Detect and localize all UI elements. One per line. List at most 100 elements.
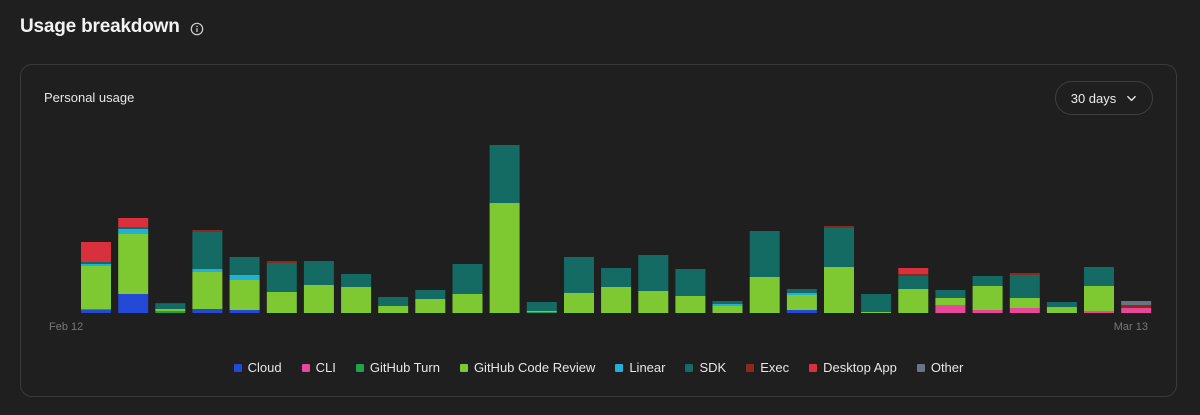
chart-legend: Cloud CLI GitHub Turn GitHub Code Review Lin…	[21, 360, 1176, 375]
bar-segment-sdk[interactable]	[749, 231, 780, 277]
bar-segment-sdk[interactable]	[192, 232, 223, 269]
bar-segment-desktop-app[interactable]	[118, 218, 149, 227]
bar-segment-sdk[interactable]	[155, 304, 186, 309]
legend-item-github-turn[interactable]: GitHub Turn	[355, 360, 440, 375]
bar-segment-github-code-review[interactable]	[489, 203, 520, 313]
bar-segment-github-turn[interactable]	[526, 312, 557, 313]
bar-segment-sdk[interactable]	[601, 268, 632, 287]
bar-segment-exec[interactable]	[1121, 305, 1152, 308]
bar-segment-github-code-review[interactable]	[81, 266, 111, 309]
bar-segment-sdk[interactable]	[935, 290, 966, 298]
bar-segment-exec[interactable]	[155, 303, 186, 304]
bar-segment-exec[interactable]	[824, 226, 854, 228]
bar-segment-other[interactable]	[1121, 301, 1152, 305]
bar-segment-github-code-review[interactable]	[935, 298, 966, 305]
bar-segment-linear[interactable]	[118, 229, 149, 234]
bar-segment-sdk[interactable]	[564, 257, 594, 293]
bar-segment-github-code-review[interactable]	[972, 286, 1003, 310]
bar-segment-sdk[interactable]	[489, 145, 520, 203]
legend-item-cli[interactable]: CLI	[301, 360, 336, 375]
bar-segment-sdk[interactable]	[824, 228, 854, 267]
bar-segment-cli[interactable]	[1009, 308, 1040, 313]
bar-segment-cloud[interactable]	[786, 310, 817, 313]
bar-segment-exec[interactable]	[898, 274, 929, 276]
bar-segment-exec[interactable]	[1009, 273, 1040, 275]
legend-item-github-code-review[interactable]: GitHub Code Review	[459, 360, 595, 375]
bar-segment-sdk[interactable]	[1046, 302, 1077, 307]
bar-segment-github-code-review[interactable]	[378, 306, 409, 313]
bar-segment-cli[interactable]	[1084, 311, 1114, 313]
bar-segment-linear[interactable]	[192, 269, 223, 272]
bar-segment-sdk[interactable]	[712, 301, 743, 304]
bar-segment-github-code-review[interactable]	[601, 287, 632, 313]
bar-segment-sdk[interactable]	[266, 263, 297, 292]
bar-segment-github-code-review[interactable]	[452, 294, 483, 313]
info-icon[interactable]	[190, 22, 204, 36]
legend-swatch	[355, 363, 364, 372]
bar-segment-github-turn[interactable]	[81, 309, 111, 310]
bar-segment-sdk[interactable]	[341, 274, 372, 287]
bar-segment-desktop-app[interactable]	[898, 268, 929, 274]
bar-segment-github-code-review[interactable]	[898, 289, 929, 313]
bar-segment-sdk[interactable]	[972, 276, 1003, 286]
legend-item-cloud[interactable]: Cloud	[233, 360, 282, 375]
bar-segment-linear[interactable]	[712, 304, 743, 306]
bar-segment-sdk[interactable]	[81, 262, 111, 264]
bar-segment-sdk[interactable]	[638, 255, 669, 291]
range-select-button[interactable]: 30 days	[1055, 81, 1153, 115]
bar-segment-github-code-review[interactable]	[155, 309, 186, 311]
bar-segment-sdk[interactable]	[786, 289, 817, 293]
legend-item-exec[interactable]: Exec	[746, 360, 789, 375]
bar-segment-github-code-review[interactable]	[675, 296, 706, 313]
bar-segment-exec[interactable]	[192, 230, 223, 232]
bar-segment-cli[interactable]	[935, 305, 966, 313]
chevron-down-icon	[1127, 95, 1137, 101]
bar-segment-sdk[interactable]	[526, 302, 557, 311]
bar-segment-linear[interactable]	[786, 293, 817, 295]
legend-item-desktop-app[interactable]: Desktop App	[809, 360, 897, 375]
bar-segment-github-code-review[interactable]	[786, 295, 817, 310]
bar-segment-github-code-review[interactable]	[303, 285, 334, 313]
bar-segment-sdk[interactable]	[452, 264, 483, 294]
bar-segment-sdk[interactable]	[861, 294, 892, 312]
bar-segment-cli[interactable]	[972, 310, 1003, 313]
bar-segment-cloud[interactable]	[118, 294, 149, 313]
bar-segment-sdk[interactable]	[1009, 275, 1040, 298]
bar-segment-cli[interactable]	[1121, 308, 1152, 313]
bar-segment-cloud[interactable]	[229, 310, 260, 313]
bar-segment-github-code-review[interactable]	[415, 299, 446, 313]
bar-segment-github-code-review[interactable]	[229, 280, 260, 310]
legend-item-linear[interactable]: Linear	[615, 360, 665, 375]
bar-segment-github-code-review[interactable]	[118, 234, 149, 294]
bar-segment-github-code-review[interactable]	[749, 277, 780, 313]
bar-segment-exec[interactable]	[266, 261, 297, 263]
bar-segment-cloud[interactable]	[192, 309, 223, 313]
bar-segment-github-code-review[interactable]	[564, 293, 594, 313]
bar-segment-desktop-app[interactable]	[81, 242, 111, 262]
bar-segment-github-code-review[interactable]	[526, 311, 557, 312]
bar-segment-github-code-review[interactable]	[341, 287, 372, 313]
bar-segment-github-code-review[interactable]	[1046, 307, 1077, 313]
bar-segment-sdk[interactable]	[303, 261, 334, 285]
bar-segment-github-code-review[interactable]	[861, 312, 892, 313]
bar-segment-github-code-review[interactable]	[638, 291, 669, 313]
bar-segment-sdk[interactable]	[378, 297, 409, 306]
legend-item-other[interactable]: Other	[916, 360, 963, 375]
bar-segment-github-code-review[interactable]	[1009, 298, 1040, 308]
bar-segment-github-code-review[interactable]	[192, 272, 223, 309]
bar-segment-github-code-review[interactable]	[266, 292, 297, 313]
bar-segment-sdk[interactable]	[1084, 267, 1114, 286]
bar-segment-linear[interactable]	[229, 275, 260, 280]
bar-segment-sdk[interactable]	[118, 227, 149, 229]
bar-segment-github-code-review[interactable]	[1084, 286, 1114, 311]
bar-segment-github-turn[interactable]	[155, 311, 186, 313]
bar-segment-github-code-review[interactable]	[824, 267, 854, 313]
bar-segment-sdk[interactable]	[415, 290, 446, 299]
bar-segment-sdk[interactable]	[229, 257, 260, 275]
bar-segment-sdk[interactable]	[675, 269, 706, 296]
bar-segment-sdk[interactable]	[898, 276, 929, 289]
bar-segment-github-code-review[interactable]	[712, 306, 743, 313]
legend-item-sdk[interactable]: SDK	[685, 360, 726, 375]
bar-segment-linear[interactable]	[81, 264, 111, 266]
bar-segment-cloud[interactable]	[81, 310, 111, 313]
